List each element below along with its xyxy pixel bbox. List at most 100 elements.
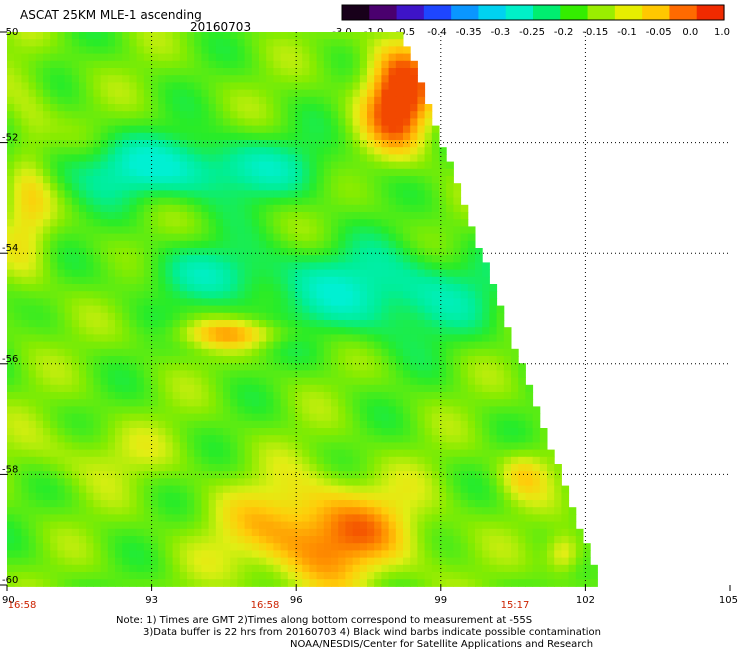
data-cell [460, 320, 469, 328]
data-cell [395, 514, 404, 523]
data-cell [511, 507, 519, 515]
data-cell [410, 399, 418, 407]
data-cell [251, 392, 260, 400]
data-cell [323, 39, 332, 47]
data-cell [374, 298, 382, 307]
data-cell [460, 543, 469, 551]
data-cell [122, 118, 130, 127]
data-cell [230, 341, 238, 350]
data-cell [165, 132, 174, 141]
data-cell [122, 456, 130, 465]
data-cell [403, 147, 411, 155]
data-cell [475, 428, 483, 436]
data-cell [446, 312, 454, 321]
data-cell [244, 449, 253, 458]
data-cell [136, 226, 145, 235]
data-cell [352, 550, 361, 559]
data-cell [194, 233, 202, 242]
data-cell [107, 356, 116, 364]
data-cell [28, 255, 37, 263]
data-cell [71, 89, 80, 98]
data-cell [475, 248, 483, 256]
data-cell [50, 312, 58, 321]
data-cell [122, 384, 130, 393]
data-cell [172, 456, 181, 465]
data-cell [230, 384, 238, 393]
data-cell [273, 348, 282, 357]
data-cell [475, 356, 483, 364]
data-cell [259, 305, 267, 314]
data-cell [179, 348, 188, 357]
data-cell [295, 536, 303, 544]
data-cell [208, 68, 217, 76]
data-cell [21, 118, 30, 127]
data-cell [302, 204, 310, 213]
data-cell [266, 384, 274, 393]
data-cell [208, 262, 217, 271]
data-cell [237, 125, 246, 134]
data-cell [14, 492, 22, 501]
data-cell [79, 147, 87, 155]
data-cell [136, 82, 145, 91]
data-cell [352, 154, 361, 163]
data-cell [359, 219, 368, 227]
data-cell [115, 521, 123, 530]
data-cell [388, 377, 397, 386]
data-cell [21, 341, 30, 350]
data-cell [439, 147, 447, 155]
data-cell [172, 449, 181, 458]
data-cell [194, 96, 202, 105]
data-cell [7, 320, 15, 328]
data-cell [338, 528, 346, 537]
data-cell [179, 363, 188, 371]
data-cell [223, 240, 231, 249]
data-cell [345, 413, 354, 422]
data-cell [237, 420, 246, 429]
data-cell [518, 413, 526, 422]
data-cell [273, 32, 282, 40]
data-cell [187, 291, 195, 299]
data-cell [467, 449, 476, 458]
data-cell [511, 377, 519, 386]
data-cell [424, 190, 433, 199]
data-cell [43, 140, 51, 148]
data-cell [35, 399, 44, 407]
data-cell [316, 334, 325, 343]
data-cell [482, 507, 490, 515]
data-cell [475, 500, 483, 508]
data-cell [187, 471, 195, 479]
data-cell [165, 118, 174, 127]
data-cell [280, 521, 289, 530]
data-cell [309, 399, 318, 407]
data-cell [266, 269, 274, 278]
data-cell [381, 89, 390, 98]
data-cell [453, 269, 462, 278]
data-cell [136, 262, 145, 271]
data-cell [266, 104, 274, 112]
data-cell [273, 255, 282, 263]
data-cell [482, 348, 490, 357]
data-cell [115, 60, 123, 69]
data-cell [273, 428, 282, 436]
data-cell [417, 262, 426, 271]
data-cell [237, 284, 246, 292]
data-cell [86, 190, 94, 199]
data-cell [244, 212, 253, 220]
data-cell [50, 154, 58, 163]
data-cell [158, 384, 166, 393]
data-cell [57, 154, 66, 163]
data-cell [86, 96, 94, 105]
data-cell [244, 219, 253, 227]
data-cell [129, 464, 138, 472]
data-cell [115, 392, 123, 400]
data-cell [64, 147, 73, 155]
data-cell [323, 341, 332, 350]
data-cell [230, 399, 238, 407]
data-cell [359, 449, 368, 458]
data-cell [259, 456, 267, 465]
data-cell [194, 147, 202, 155]
data-cell [57, 183, 66, 191]
data-cell [215, 96, 224, 105]
data-cell [100, 255, 109, 263]
data-cell [280, 248, 289, 256]
